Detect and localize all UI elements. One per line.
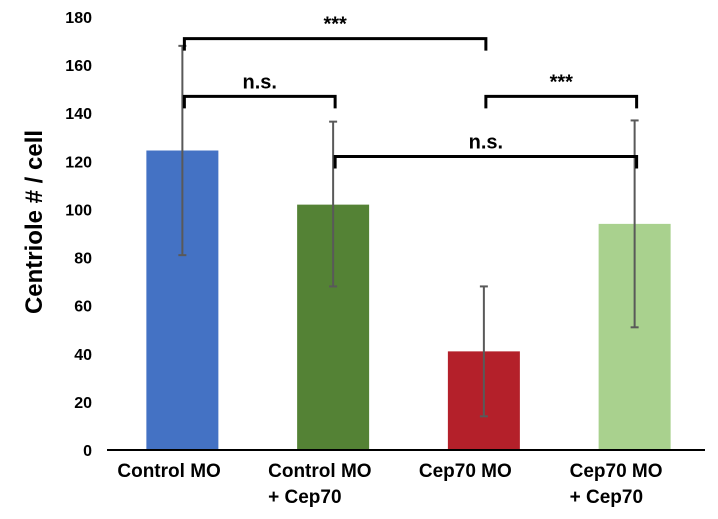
error-bar <box>479 285 488 418</box>
x-tick-label: Control MO + Cep70 <box>268 461 371 508</box>
x-tick-label: Cep70 MO <box>419 461 512 482</box>
x-tick-label-line: + Cep70 <box>268 487 341 508</box>
y-tick-label: 0 <box>83 443 92 460</box>
y-tick-label: 160 <box>65 58 92 75</box>
y-tick-label: 120 <box>65 154 92 171</box>
significance-label: *** <box>323 14 347 36</box>
x-tick-label-line: + Cep70 <box>570 487 643 508</box>
significance-label: n.s. <box>469 132 503 154</box>
error-bar <box>329 120 338 288</box>
x-tick-label-line: Cep70 MO <box>570 461 663 482</box>
y-tick-label: 140 <box>65 106 92 123</box>
y-axis-label: Centriole # / cell <box>21 130 48 314</box>
y-tick-label: 40 <box>74 347 92 364</box>
significance-bracket <box>182 94 337 109</box>
significance-label: *** <box>550 71 574 93</box>
x-tick-label: Cep70 MO + Cep70 <box>570 461 663 508</box>
y-axis: 0 20 40 60 80 100 120 140 160 180 <box>65 10 92 460</box>
x-tick-label: Control MO <box>117 461 220 482</box>
significance-bracket <box>182 37 488 51</box>
y-tick-label: 180 <box>65 10 92 27</box>
significance-bracket <box>333 155 639 169</box>
significance-label: n.s. <box>243 71 277 93</box>
y-tick-label: 80 <box>74 251 92 268</box>
error-bars <box>178 44 639 418</box>
x-tick-label-line: Cep70 MO <box>419 461 512 482</box>
y-tick-label: 60 <box>74 299 92 316</box>
x-tick-label-line: Control MO <box>268 461 371 482</box>
bars <box>146 150 671 450</box>
error-bar <box>630 119 639 329</box>
significance-brackets: *** n.s. *** n.s. <box>182 14 639 169</box>
y-tick-label: 100 <box>65 202 92 219</box>
x-tick-label-line: Control MO <box>117 461 220 482</box>
significance-bracket <box>484 94 639 109</box>
y-tick-label: 20 <box>74 395 92 412</box>
